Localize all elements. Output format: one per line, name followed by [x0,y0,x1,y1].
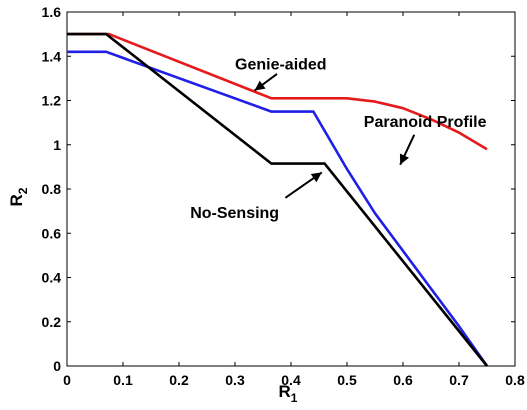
y-tick-label: 0 [53,358,61,374]
annotation-label: No-Sensing [190,205,279,222]
y-tick-label: 1.4 [42,48,62,64]
y-tick-label: 0.2 [42,314,62,330]
x-tick-label: 0.8 [505,372,525,388]
y-axis-label: R2 [7,187,30,206]
y-tick-label: 1.2 [42,93,62,109]
x-tick-label: 0.7 [449,372,469,388]
arrowhead-icon [254,80,266,91]
arrowhead-icon [399,153,409,165]
x-tick-label: 0.4 [281,372,301,388]
x-tick-label: 0.3 [225,372,245,388]
x-tick-label: 0.2 [169,372,189,388]
y-tick-label: 1.6 [42,4,62,20]
y-tick-label: 0.8 [42,181,62,197]
annotation-label: Paranoid Profile [364,114,487,131]
series-line-genie [67,32,488,151]
y-tick-label: 0.6 [42,225,62,241]
x-axis-label: R1 [279,382,298,405]
x-tick-label: 0.5 [337,372,357,388]
y-tick-label: 0.4 [42,270,62,286]
x-tick-label: 0 [63,372,71,388]
y-tick-label: 1 [53,137,61,153]
arrowhead-icon [310,172,322,183]
series-line-nosensing [67,32,489,367]
x-tick-label: 0.1 [113,372,133,388]
series-line-paranoid [67,50,489,367]
annotation-label: Genie-aided [235,57,327,74]
x-tick-label: 0.6 [393,372,413,388]
